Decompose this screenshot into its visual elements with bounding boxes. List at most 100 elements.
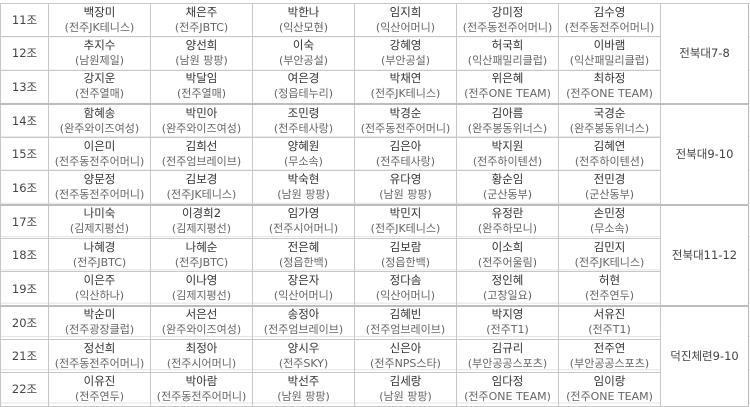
group-label[interactable]: 13조 — [0, 69, 49, 105]
player-cell[interactable]: 추지수 (남원제일) — [48, 36, 151, 71]
group-label[interactable]: 15조 — [0, 137, 49, 172]
player-cell[interactable]: 양혜원 (무소속) — [252, 137, 355, 172]
player-cell[interactable]: 김희선 (전주엄브레이브) — [150, 137, 253, 172]
player-cell[interactable]: 양문정 (전주동전주어머니) — [48, 170, 151, 206]
player-cell[interactable]: 함혜송 (완주와이즈여성) — [48, 102, 151, 139]
group-label[interactable]: 17조 — [0, 203, 49, 240]
player-club: (전주JBTC) — [174, 255, 229, 269]
player-cell[interactable]: 서유진 (전주T1) — [558, 304, 661, 340]
group-label[interactable]: 18조 — [0, 238, 49, 273]
player-cell[interactable]: 김보람 (정읍한백) — [354, 238, 457, 273]
venue-cell[interactable]: 전북대11-12 — [660, 203, 749, 307]
player-cell[interactable]: 신은아 (전주NPS스타) — [354, 338, 457, 374]
player-cell[interactable]: 김은아 (전주테사랑) — [354, 137, 457, 172]
player-cell[interactable]: 임지희 (익산어머니) — [354, 2, 457, 38]
group-row: 20조 박순미 (전주광장클럽) 서은선 (완주와이즈여성) 송정아 (전주엄브레이브) 김혜… — [0, 304, 749, 407]
player-cell[interactable]: 장은자 (익산어머니) — [252, 271, 355, 307]
player-cell[interactable]: 김민지 (전주JK테니스) — [558, 238, 661, 273]
player-cell[interactable]: 이은주 (익산하나) — [48, 271, 151, 307]
player-cell[interactable]: 정선희 (전주동전주어머니) — [48, 338, 151, 374]
player-club: (군산동부) — [584, 188, 635, 202]
player-club: (전주시어머니) — [166, 356, 237, 370]
group-label[interactable]: 16조 — [0, 170, 49, 206]
player-cell[interactable]: 김세랑 (남원 팡팡) — [354, 372, 457, 407]
player-cell[interactable]: 박지영 (전주T1) — [456, 304, 559, 340]
player-cell[interactable]: 백장미 (전주JK테니스) — [48, 2, 151, 38]
player-cell[interactable]: 박한나 (익산모현) — [252, 2, 355, 38]
player-cell[interactable]: 위은혜 (전주ONE TEAM) — [456, 69, 559, 105]
player-cell[interactable]: 유정란 (완주하모니) — [456, 203, 559, 240]
player-cell[interactable]: 최하정 (전주ONE TEAM) — [558, 69, 661, 105]
player-cell[interactable]: 허현 (전주연두) — [558, 271, 661, 307]
player-cell[interactable]: 김규리 (부안공공스포츠) — [456, 338, 559, 374]
player-cell[interactable]: 황순임 (군산동부) — [456, 170, 559, 206]
player-club: (고창일요) — [482, 289, 533, 303]
player-cell[interactable]: 박순미 (전주광장클럽) — [48, 304, 151, 340]
player-cell[interactable]: 이경희2 (김제지평선) — [150, 203, 253, 240]
player-cell[interactable]: 이은미 (전주동전주어머니) — [48, 137, 151, 172]
player-cell[interactable]: 박숙현 (남원 팡팡) — [252, 170, 355, 206]
player-cell[interactable]: 전민경 (군산동부) — [558, 170, 661, 206]
player-cell[interactable]: 강미정 (전주동전주어머니) — [456, 2, 559, 38]
player-cell[interactable]: 박채연 (전주JK테니스) — [354, 69, 457, 105]
player-cell[interactable]: 최정아 (전주시어머니) — [150, 338, 253, 374]
player-cell[interactable]: 박민아 (완주와이즈여성) — [150, 102, 253, 139]
group-label[interactable]: 21조 — [0, 338, 49, 374]
player-cell[interactable]: 조민령 (전주테사랑) — [252, 102, 355, 139]
player-name: 조민령 — [287, 105, 320, 120]
player-name: 이은주 — [83, 273, 116, 288]
player-cell[interactable]: 임이랑 (전주ONE TEAM) — [558, 372, 661, 407]
player-cell[interactable]: 나혜순 (전주JBTC) — [150, 238, 253, 273]
player-name: 정다솜 — [389, 273, 422, 288]
player-cell[interactable]: 양선희 (남원 팡팡) — [150, 36, 253, 71]
player-cell[interactable]: 이바램 (익산패밀리클럽) — [558, 36, 661, 71]
player-cell[interactable]: 전은혜 (정읍한백) — [252, 238, 355, 273]
player-cell[interactable]: 정다솜 (익산어머니) — [354, 271, 457, 307]
player-cell[interactable]: 김아름 (완주봉동위너스) — [456, 102, 559, 139]
player-cell[interactable]: 박민지 (전주JK테니스) — [354, 203, 457, 240]
player-cell[interactable]: 채은주 (전주JBTC) — [150, 2, 253, 38]
venue-cell[interactable]: 덕진체련9-10 — [660, 304, 749, 407]
player-cell[interactable]: 나혜경 (전주JBTC) — [48, 238, 151, 273]
player-cell[interactable]: 박선주 (남원 팡팡) — [252, 372, 355, 407]
player-cell[interactable]: 이소희 (전주어울림) — [456, 238, 559, 273]
group-label[interactable]: 20조 — [0, 304, 49, 340]
player-name: 박경순 — [389, 105, 422, 120]
player-cell[interactable]: 송정아 (전주엄브레이브) — [252, 304, 355, 340]
player-cell[interactable]: 강지운 (전주열매) — [48, 69, 151, 105]
player-club: (전주엄브레이브) — [161, 154, 242, 168]
player-cell[interactable]: 나미숙 (김제지평선) — [48, 203, 151, 240]
player-cell[interactable]: 강혜영 (부안공설) — [354, 36, 457, 71]
player-name: 임이랑 — [593, 373, 626, 388]
player-cell[interactable]: 양시우 (전주SKY) — [252, 338, 355, 374]
player-cell[interactable]: 임다정 (전주ONE TEAM) — [456, 372, 559, 407]
player-cell[interactable]: 박아람 (전주동전주어머니) — [150, 372, 253, 407]
group-label[interactable]: 11조 — [0, 2, 49, 38]
player-cell[interactable]: 박지원 (전주하이텐션) — [456, 137, 559, 172]
player-name: 박민지 — [389, 206, 422, 221]
player-cell[interactable]: 박경순 (전주동전주어머니) — [354, 102, 457, 139]
player-cell[interactable]: 손민정 (무소속) — [558, 203, 661, 240]
player-cell[interactable]: 허국희 (익산패밀리클럽) — [456, 36, 559, 71]
player-cell[interactable]: 정인혜 (고창일요) — [456, 271, 559, 307]
player-cell[interactable]: 국경순 (완주봉동위너스) — [558, 102, 661, 139]
player-cell[interactable]: 김수영 (전주동전주어머니) — [558, 2, 661, 38]
venue-cell[interactable]: 전북대7-8 — [660, 2, 749, 105]
player-cell[interactable]: 김보경 (전주JK테니스) — [150, 170, 253, 206]
player-cell[interactable]: 서은선 (완주와이즈여성) — [150, 304, 253, 340]
player-cell[interactable]: 이숙 (부안공설) — [252, 36, 355, 71]
group-label[interactable]: 14조 — [0, 102, 49, 139]
player-cell[interactable]: 여은경 (정읍테누리) — [252, 69, 355, 105]
player-cell[interactable]: 전주연 (부안공공스포츠) — [558, 338, 661, 374]
player-cell[interactable]: 이유진 (전주연두) — [48, 372, 151, 407]
group-label[interactable]: 22조 — [0, 372, 49, 407]
player-cell[interactable]: 박달임 (전주열매) — [150, 69, 253, 105]
player-cell[interactable]: 김혜연 (전주하이텐션) — [558, 137, 661, 172]
player-cell[interactable]: 임가영 (전주시어머니) — [252, 203, 355, 240]
group-label[interactable]: 12조 — [0, 36, 49, 71]
venue-cell[interactable]: 전북대9-10 — [660, 102, 749, 206]
player-cell[interactable]: 김혜빈 (전주엄브레이브) — [354, 304, 457, 340]
player-cell[interactable]: 유다영 (남원 팡팡) — [354, 170, 457, 206]
group-label[interactable]: 19조 — [0, 271, 49, 307]
player-cell[interactable]: 이나영 (김제지평선) — [150, 271, 253, 307]
